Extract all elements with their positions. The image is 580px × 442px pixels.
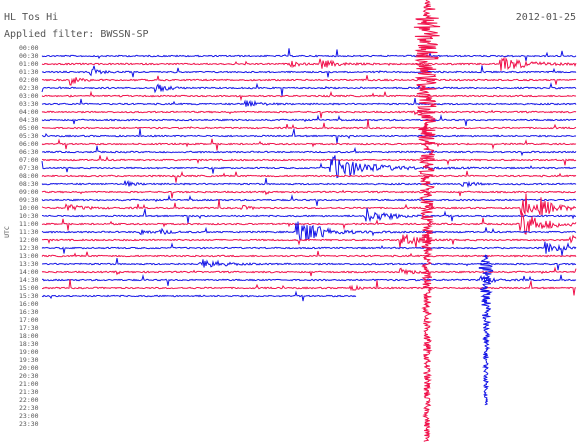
- trace-row: [41, 98, 577, 107]
- time-label: 21:30: [19, 388, 39, 396]
- time-label: 04:30: [19, 116, 39, 124]
- time-label: 13:30: [19, 260, 39, 268]
- trace-row: [41, 210, 577, 235]
- trace-row: [41, 119, 577, 130]
- time-label: 15:30: [19, 292, 39, 300]
- time-label: 16:30: [19, 308, 39, 316]
- time-label: 23:00: [19, 412, 39, 420]
- time-label: 10:30: [19, 212, 39, 220]
- time-label: 18:00: [19, 332, 39, 340]
- quake-trace: [478, 254, 494, 406]
- trace-row: [41, 221, 577, 242]
- time-label: 05:30: [19, 132, 39, 140]
- time-label: 11:30: [19, 228, 39, 236]
- trace-row: [41, 155, 577, 179]
- time-label: 07:30: [19, 164, 39, 172]
- filter: Applied filter: BWSSN-SP: [4, 29, 149, 40]
- time-label: 03:30: [19, 100, 39, 108]
- time-label: 12:30: [19, 244, 39, 252]
- time-label: 19:30: [19, 356, 39, 364]
- trace-row: [41, 48, 577, 62]
- trace-row: [41, 90, 577, 102]
- time-label: 04:00: [19, 108, 39, 116]
- trace-row: [41, 138, 577, 151]
- quake-trace: [413, 0, 441, 442]
- trace-row: [41, 114, 577, 126]
- time-label: 19:00: [19, 348, 39, 356]
- trace-row: [41, 82, 577, 97]
- trace-row: [41, 231, 577, 248]
- trace-row: [41, 75, 577, 86]
- trace-row: [41, 193, 577, 217]
- time-label: 10:00: [19, 204, 39, 212]
- trace-row: [41, 56, 577, 71]
- traces: [41, 0, 577, 442]
- time-label: 21:00: [19, 380, 39, 388]
- time-label: 22:30: [19, 404, 39, 412]
- time-label: 03:00: [19, 92, 39, 100]
- time-label: 17:30: [19, 324, 39, 332]
- time-label: 00:00: [19, 44, 39, 52]
- trace-row: [41, 241, 577, 256]
- trace-row: [41, 109, 577, 119]
- time-label: 23:30: [19, 420, 39, 428]
- time-label: 07:00: [19, 156, 39, 164]
- trace-row: [41, 145, 577, 157]
- trace-row: [41, 189, 576, 199]
- time-label: 12:00: [19, 236, 39, 244]
- time-label: 20:30: [19, 372, 39, 380]
- time-label: 02:00: [19, 76, 39, 84]
- trace-row: [41, 290, 357, 302]
- trace-row: [41, 279, 577, 296]
- time-label: 20:00: [19, 364, 39, 372]
- time-label: 09:30: [19, 196, 39, 204]
- time-label: 16:00: [19, 300, 39, 308]
- time-label: 02:30: [19, 84, 39, 92]
- time-label: 14:00: [19, 268, 39, 276]
- time-label: 09:00: [19, 188, 39, 196]
- time-label: 08:00: [19, 172, 39, 180]
- time-label: 22:00: [19, 396, 39, 404]
- time-label: 00:30: [19, 52, 39, 60]
- date: 2012-01-25: [516, 12, 576, 23]
- trace-row: [41, 170, 577, 183]
- time-label: 13:00: [19, 252, 39, 260]
- trace-row: [41, 65, 577, 78]
- trace-row: [41, 178, 577, 189]
- time-label: 18:30: [19, 340, 39, 348]
- time-label: 11:00: [19, 220, 39, 228]
- time-label: 05:00: [19, 124, 39, 132]
- time-label: 14:30: [19, 276, 39, 284]
- time-label: 01:30: [19, 68, 39, 76]
- time-label: 17:00: [19, 316, 39, 324]
- time-label: 15:00: [19, 284, 39, 292]
- trace-row: [41, 207, 577, 224]
- trace-row: [41, 155, 577, 166]
- axis-label: UTC: [3, 226, 11, 238]
- time-label: 08:30: [19, 180, 39, 188]
- time-label: 06:00: [19, 140, 39, 148]
- trace-row: [41, 128, 577, 144]
- time-label: 01:00: [19, 60, 39, 68]
- station: HL Tos Hi: [4, 12, 58, 23]
- trace-row: [41, 194, 577, 206]
- time-label: 06:30: [19, 148, 39, 156]
